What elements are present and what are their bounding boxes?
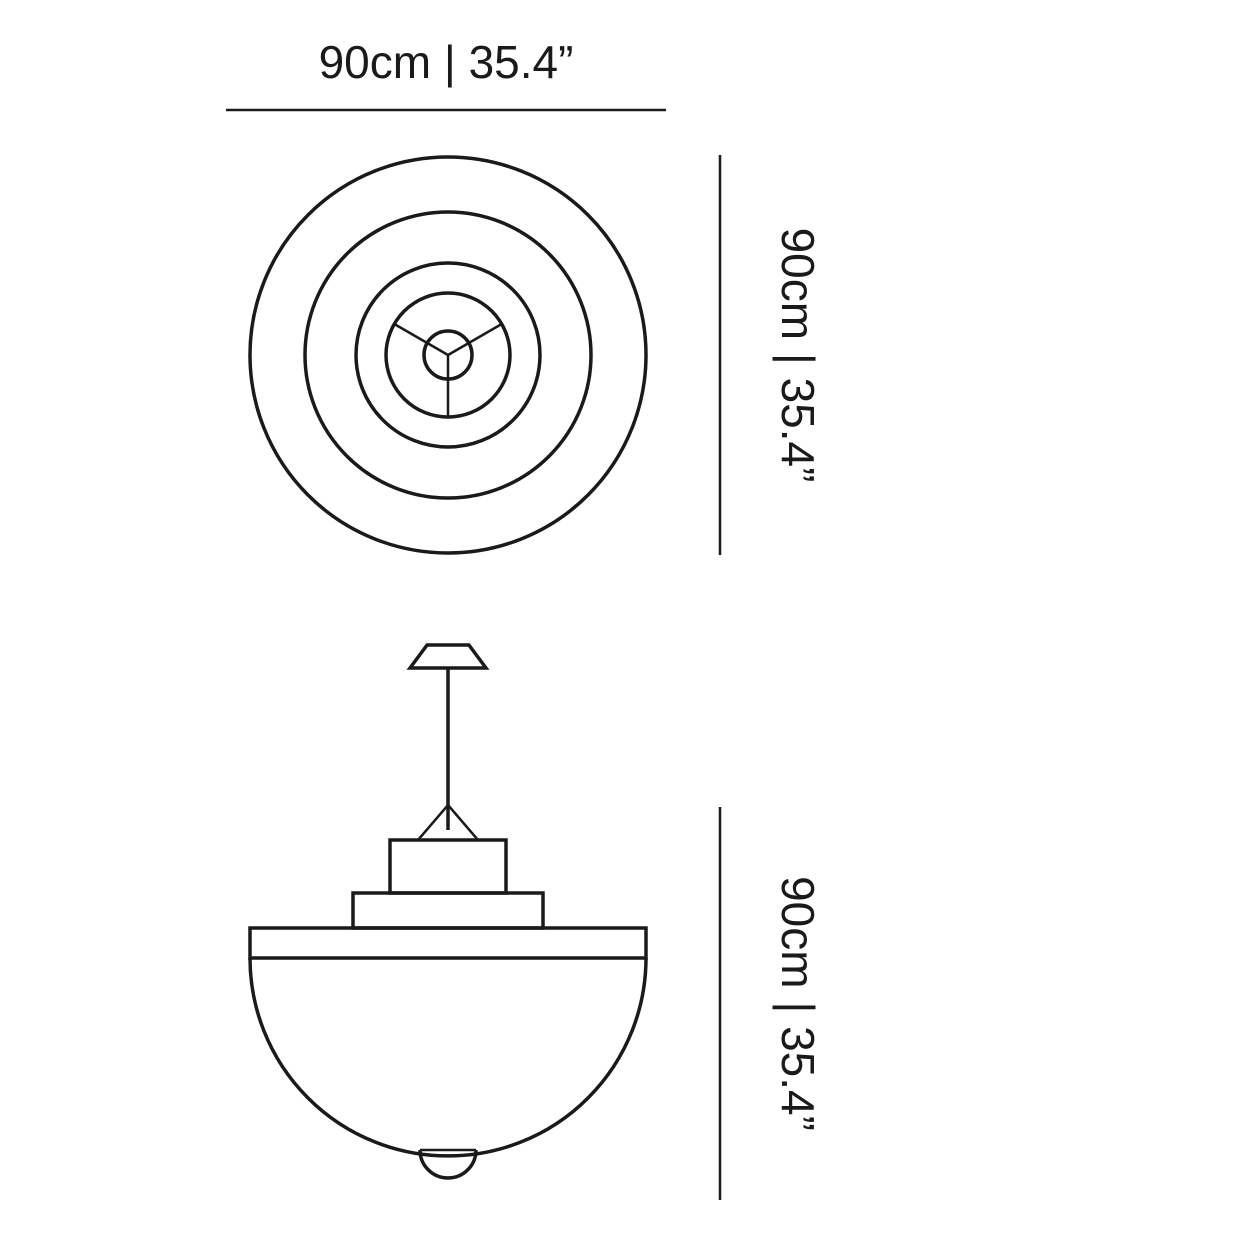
- bowl: [250, 958, 646, 1156]
- dim-label-height: 90cm | 35.4”: [772, 876, 824, 1131]
- top-view-spoke: [394, 324, 448, 355]
- dim-label-width: 90cm | 35.4”: [319, 36, 574, 88]
- side-view: [250, 645, 646, 1178]
- dim-label-depth: 90cm | 35.4”: [772, 228, 824, 483]
- tier-2: [353, 893, 543, 928]
- tier-1: [390, 840, 506, 893]
- top-view: [250, 157, 646, 553]
- canopy: [410, 645, 486, 668]
- top-view-spoke: [448, 324, 502, 355]
- collar: [250, 928, 646, 958]
